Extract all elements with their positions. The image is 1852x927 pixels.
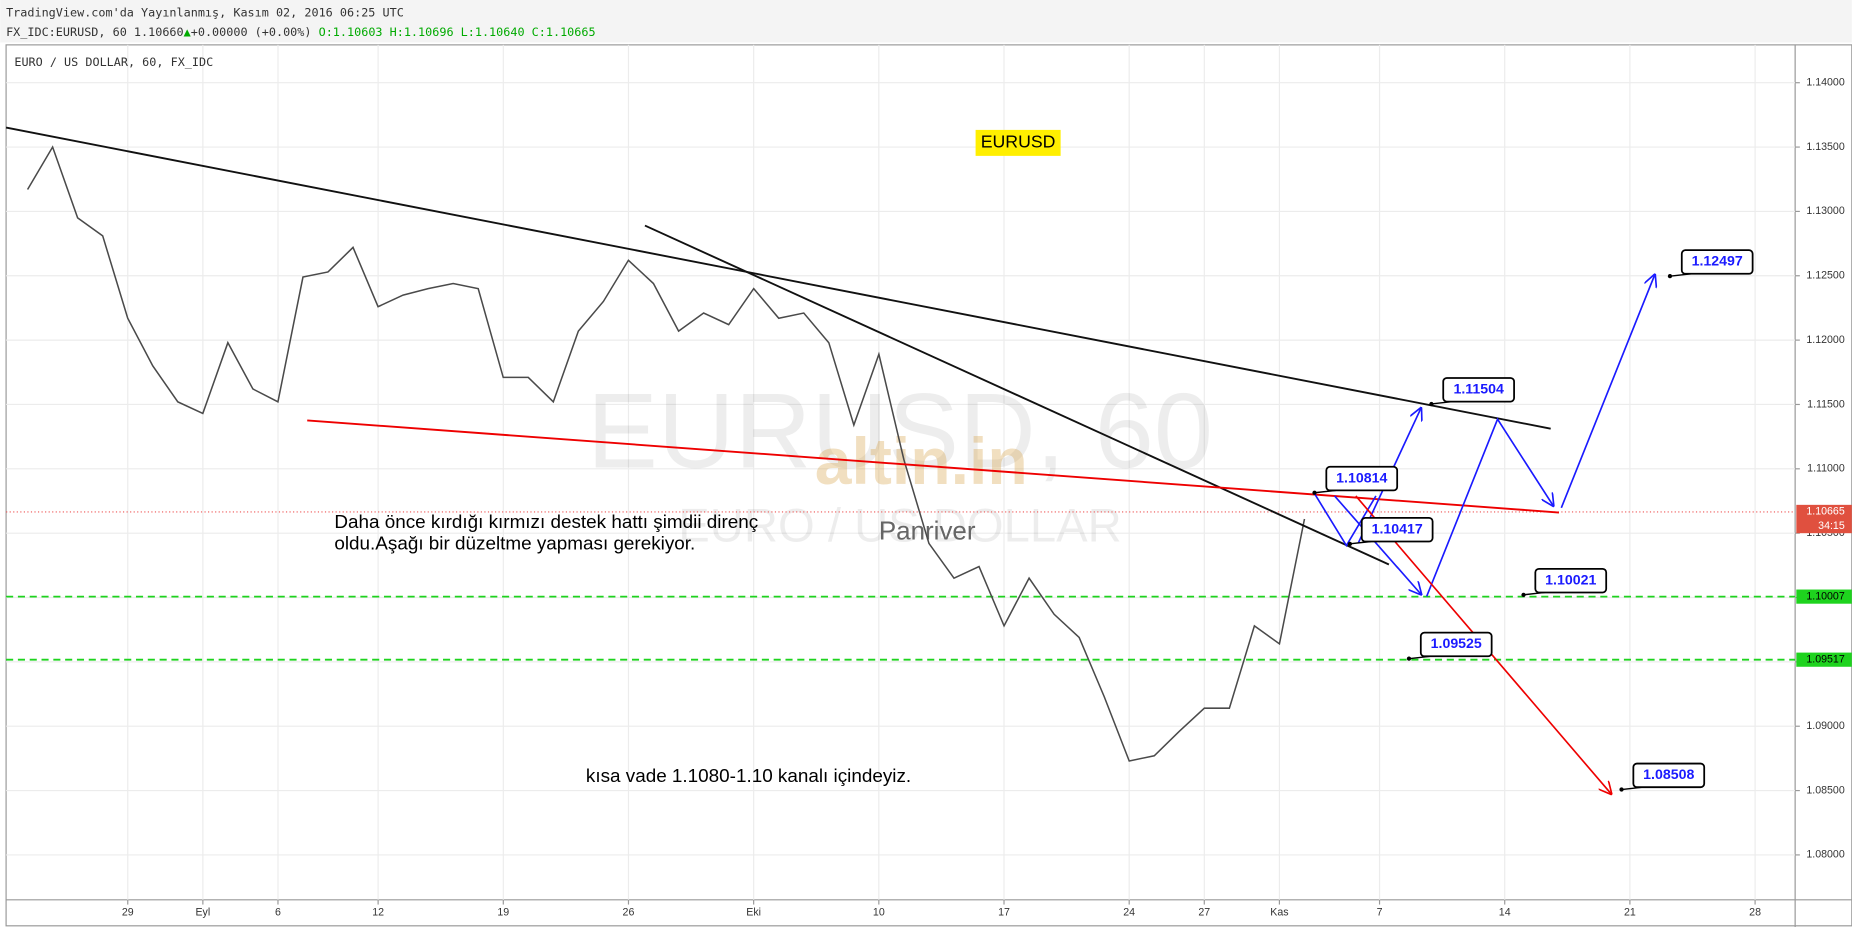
symbol: FX_IDC:EURUSD, 60 1.10660 (6, 24, 184, 38)
callout-dot (1429, 401, 1434, 407)
y-tick-label: 1.14000 (1806, 77, 1844, 89)
last-price-label: 1.10665 (1806, 506, 1844, 518)
callout-box (1419, 631, 1493, 658)
level-label: 1.10007 (1806, 590, 1844, 602)
chart-title: EURUSD (981, 132, 1056, 152)
x-tick-label: 12 (372, 907, 384, 919)
callout-box (1360, 516, 1434, 543)
trendline-red (307, 419, 1560, 514)
projection (1333, 495, 1421, 594)
instrument: EURO / US DOLLAR, 60, FX_IDC (14, 55, 213, 69)
change: +0.00000 (+0.00%) (191, 24, 312, 38)
published: TradingView.com'da Yayınlanmış, Kasım 02… (6, 5, 404, 19)
level-box (1796, 589, 1852, 604)
note: Daha önce kırdığı kırmızı destek hattı ş… (334, 512, 758, 533)
callout-dot (1347, 541, 1353, 546)
arrow: ▲ (184, 24, 192, 38)
x-tick-label: 21 (1624, 907, 1636, 919)
level-box (1796, 652, 1852, 667)
x-tick-label: 26 (623, 907, 635, 919)
y-tick-label: 1.11000 (1807, 463, 1845, 475)
x-tick-label: 7 (1377, 907, 1383, 919)
callout-dot (1312, 490, 1317, 495)
y-tick-label: 1.12500 (1806, 270, 1844, 282)
last-price-box (1796, 504, 1852, 534)
watermark-sub: EURO / US DOLLAR (678, 500, 1121, 553)
callout-dot (1406, 656, 1412, 661)
y-tick-label: 1.11500 (1807, 398, 1845, 410)
x-tick-label: 27 (1198, 907, 1210, 919)
x-tick-label: 10 (873, 907, 885, 919)
note: kısa vade 1.1080-1.10 kanalı içindeyiz. (586, 766, 911, 787)
x-tick-label: Eyl (195, 907, 210, 919)
brand: altin.in (815, 425, 1028, 499)
author: Panriver (879, 515, 976, 545)
x-tick-label: 14 (1499, 907, 1511, 919)
callout-dot (1521, 592, 1526, 597)
title-box (975, 129, 1061, 156)
trendline (5, 126, 1551, 430)
callout-label: 1.09525 (1431, 636, 1482, 652)
callout-box (1442, 377, 1515, 403)
level-label: 1.09517 (1806, 653, 1844, 665)
callout-box (1325, 465, 1399, 492)
callout-label: 1.10021 (1545, 572, 1596, 588)
x-tick-label: Kas (1270, 907, 1288, 919)
y-tick-label: 1.08500 (1806, 784, 1844, 796)
price-line (26, 145, 1306, 762)
callout-dot (1667, 274, 1673, 279)
callout-label: 1.10814 (1336, 470, 1387, 486)
x-tick-label: 17 (998, 907, 1010, 919)
y-tick-label: 1.13000 (1806, 205, 1844, 217)
callout-box (1534, 567, 1608, 594)
x-tick-label: 19 (497, 907, 509, 919)
callout-label: 1.08508 (1643, 767, 1694, 783)
y-tick-label: 1.08000 (1806, 849, 1844, 861)
countdown: 34:15 (1818, 520, 1845, 532)
projection (1313, 493, 1377, 548)
x-tick-label: 28 (1749, 907, 1761, 919)
header-bar (0, 0, 1852, 43)
callout-label: 1.10417 (1372, 521, 1423, 537)
x-tick-label: 24 (1123, 907, 1135, 919)
x-tick-label: Eki (746, 907, 761, 919)
callout-box (1680, 249, 1754, 275)
watermark: EURUSD, 60 (587, 371, 1213, 490)
projection (1560, 275, 1654, 509)
y-tick-label: 1.12000 (1806, 334, 1844, 346)
projection (1425, 417, 1553, 597)
trendline (644, 224, 1390, 566)
symbol-line: FX_IDC:EURUSD, 60 1.10660▲+0.00000 (+0.0… (6, 24, 596, 38)
callout-dot (1619, 787, 1624, 792)
callout-label: 1.12497 (1692, 254, 1743, 270)
callout-box (1632, 762, 1706, 789)
x-tick-label: 6 (275, 907, 281, 919)
y-tick-label: 1.13500 (1806, 141, 1844, 153)
x-tick-label: 29 (122, 907, 134, 919)
note: oldu.Aşağı bir düzeltme yapması gerekiyo… (334, 533, 695, 554)
ohlc: O:1.10603 H:1.10696 L:1.10640 C:1.10665 (319, 24, 596, 38)
y-tick-label: 1.09000 (1806, 720, 1844, 732)
callout-label: 1.11504 (1453, 382, 1504, 398)
